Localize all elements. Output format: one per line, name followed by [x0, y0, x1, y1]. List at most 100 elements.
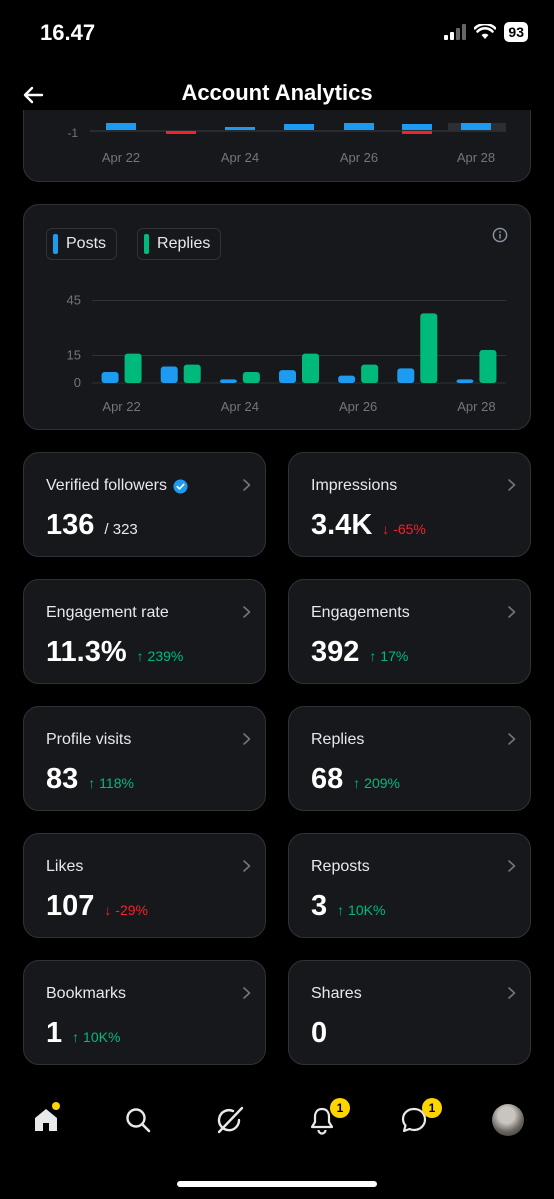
- stat-delta: ↑ 10K%: [72, 1029, 121, 1045]
- posts-replies-bar-chart: 45 15 0 Apr 22 Apr 24 Apr 26 Apr 28: [67, 293, 506, 414]
- page-header: Account Analytics: [0, 66, 554, 122]
- stat-value-row: 83 ↑ 118%: [46, 763, 134, 796]
- battery-indicator: 93: [504, 22, 528, 42]
- x-tick-label: Apr 22: [102, 399, 140, 414]
- chevron-right-icon: [243, 479, 251, 491]
- info-button[interactable]: [492, 227, 508, 248]
- stat-card[interactable]: Engagement rate 11.3% ↑ 239%: [23, 579, 266, 684]
- stat-value-row: 392 ↑ 17%: [311, 636, 408, 669]
- posts-replies-chart-card: Posts Replies 45 15 0 Apr 22 Apr 24 Apr 26 Apr…: [23, 204, 531, 430]
- posts-bar: [101, 372, 119, 383]
- stat-value-row: 0: [311, 1017, 327, 1050]
- stat-label: Engagement rate: [46, 604, 169, 622]
- legend-replies-label: Replies: [157, 235, 211, 252]
- stat-card[interactable]: Impressions 3.4K ↓ -65%: [288, 452, 531, 557]
- stat-card[interactable]: Shares 0: [288, 960, 531, 1065]
- stat-card[interactable]: Engagements 392 ↑ 17%: [288, 579, 531, 684]
- stat-label: Likes: [46, 858, 83, 876]
- verified-badge-icon: [173, 478, 188, 494]
- x-tick-label: Apr 26: [339, 399, 377, 414]
- stat-card[interactable]: Replies 68 ↑ 209%: [288, 706, 531, 811]
- stat-card[interactable]: Profile visits 83 ↑ 118%: [23, 706, 266, 811]
- posts-bar: [338, 375, 356, 383]
- notifications-badge: 1: [330, 1098, 350, 1118]
- posts-bar: [456, 379, 474, 383]
- tab-search[interactable]: [108, 1090, 168, 1150]
- tab-messages[interactable]: 1: [384, 1090, 444, 1150]
- stat-label: Engagements: [311, 604, 410, 622]
- tab-notifications[interactable]: 1: [292, 1090, 352, 1150]
- stat-value-row: 3.4K ↓ -65%: [311, 509, 426, 542]
- chevron-right-icon: [508, 606, 516, 618]
- home-icon: [35, 1109, 57, 1131]
- stat-value: 0: [311, 1017, 328, 1049]
- chart-bar: [284, 124, 314, 130]
- stat-value: 68: [311, 763, 344, 795]
- chevron-right-icon: [243, 606, 251, 618]
- messages-badge: 1: [422, 1098, 442, 1118]
- stat-label-text: Impressions: [311, 477, 398, 494]
- replies-bar: [302, 353, 319, 383]
- status-time: 16.47: [40, 20, 96, 45]
- chart-bar: [225, 127, 255, 130]
- stat-delta: ↑ 239%: [136, 648, 184, 664]
- bell-icon: [310, 1107, 334, 1135]
- stat-label-text: Profile visits: [46, 731, 132, 748]
- tab-grok[interactable]: [200, 1090, 260, 1150]
- stat-total: / 323: [104, 521, 138, 538]
- stat-value: 11.3%: [46, 636, 127, 668]
- stat-card[interactable]: Reposts 3 ↑ 10K%: [288, 833, 531, 938]
- stat-label: Profile visits: [46, 731, 131, 749]
- grok-icon: [217, 1106, 244, 1134]
- stat-label-text: Likes: [46, 858, 84, 875]
- x-tick-label: Apr 28: [457, 399, 495, 414]
- y-tick-label: 15: [67, 348, 81, 363]
- stat-delta: ↑ 118%: [88, 775, 134, 791]
- stat-delta: ↑ 10K%: [337, 902, 386, 918]
- chevron-right-icon: [508, 733, 516, 745]
- chevron-right-icon: [508, 860, 516, 872]
- home-indicator[interactable]: [177, 1181, 377, 1187]
- chevron-right-icon: [508, 479, 516, 491]
- stat-label: Verified followers: [46, 477, 188, 495]
- chart-legend: Posts Replies: [46, 228, 222, 260]
- stat-value: 3: [311, 890, 328, 922]
- home-dot: [52, 1102, 60, 1110]
- replies-bar: [361, 364, 379, 383]
- legend-posts-label: Posts: [66, 235, 107, 252]
- wifi-icon: [474, 24, 497, 39]
- x-tick-label: Apr 28: [457, 150, 495, 165]
- page-title: Account Analytics: [181, 80, 373, 105]
- chevron-right-icon: [243, 987, 251, 999]
- signal-icon: [444, 24, 467, 40]
- x-tick-label: Apr 24: [221, 150, 259, 165]
- stat-card[interactable]: Likes 107 ↓ -29%: [23, 833, 266, 938]
- stat-label: Reposts: [311, 858, 370, 876]
- stat-value: 107: [46, 890, 95, 922]
- chart-bar: [344, 123, 374, 130]
- bottom-tab-bar: 1 1: [0, 1090, 554, 1150]
- tab-profile[interactable]: [478, 1090, 538, 1150]
- replies-bar: [420, 313, 438, 383]
- stat-delta: ↓ -65%: [382, 521, 426, 537]
- legend-replies[interactable]: Replies: [137, 228, 222, 260]
- replies-bar: [124, 353, 142, 383]
- previous-chart-card: -1 Apr 22 Apr 24 Apr 26 Apr 28: [23, 110, 531, 182]
- stat-label-text: Verified followers: [46, 477, 167, 494]
- x-tick-label: Apr 26: [340, 150, 378, 165]
- legend-posts[interactable]: Posts: [46, 228, 118, 260]
- back-button[interactable]: [16, 78, 50, 112]
- stat-card[interactable]: Verified followers 136 / 323: [23, 452, 266, 557]
- status-bar: 16.47 93: [0, 0, 554, 66]
- stat-value: 83: [46, 763, 79, 795]
- arrow-left-icon: [23, 86, 44, 104]
- stat-card[interactable]: Bookmarks 1 ↑ 10K%: [23, 960, 266, 1065]
- tab-home[interactable]: [16, 1090, 76, 1150]
- profile-avatar: [492, 1104, 524, 1136]
- x-tick-label: Apr 24: [221, 399, 259, 414]
- stat-label: Bookmarks: [46, 985, 126, 1003]
- stat-label-text: Bookmarks: [46, 985, 127, 1002]
- posts-bar: [160, 366, 178, 383]
- stat-label: Replies: [311, 731, 364, 749]
- chart-bar: [461, 123, 491, 130]
